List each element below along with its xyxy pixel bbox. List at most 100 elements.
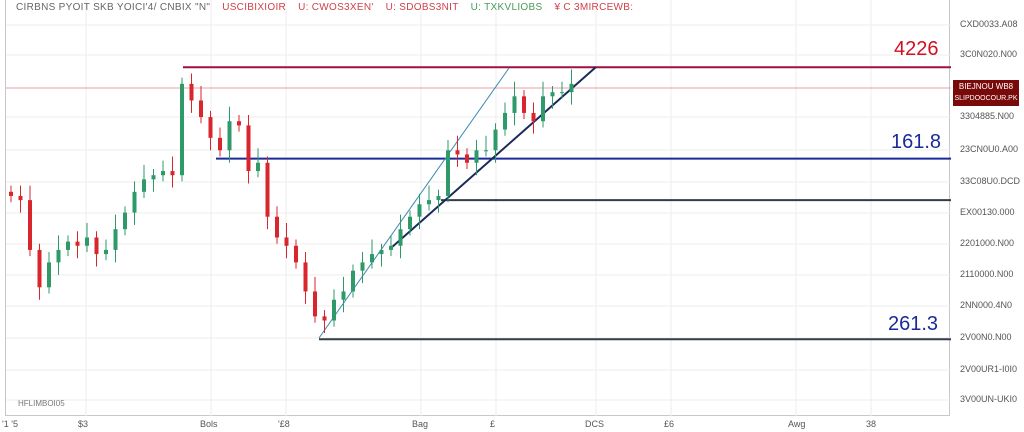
candle-body (569, 83, 574, 93)
price-axis-label: 33C08U0.DCD (960, 176, 1021, 186)
candle-body (493, 129, 498, 151)
candle-body (256, 162, 260, 172)
trend-anchor (183, 67, 319, 338)
title-segment: U: CWOS3XEN' (298, 2, 374, 13)
price-axis-label: 3C0N020.N00 (960, 49, 1018, 59)
price-axis-label: 2110000.N00 (960, 269, 1014, 279)
candle-body (313, 291, 317, 317)
price-axis-label: 3V00UN-UKI0 (960, 394, 1018, 404)
candle-body (170, 171, 175, 176)
level-label-161-8: 161.8 (891, 131, 942, 153)
trend-line (318, 67, 510, 339)
candle-body (427, 200, 431, 205)
candle-body (142, 179, 146, 192)
price-tag-line2: SLIPDOOCOUR.PK (954, 95, 1018, 102)
time-axis-label: Bag (412, 419, 429, 429)
candle-body (275, 216, 279, 238)
candle-body (180, 83, 184, 176)
chart-plot-area[interactable]: CIRBNS PYOIT SKB YOICI'4/ CNBIX "N" USCIB… (5, 0, 951, 416)
candle-body (531, 112, 536, 122)
candle-body (417, 204, 422, 217)
candle-body (455, 150, 460, 155)
candle-body (265, 162, 270, 217)
candle-body (218, 137, 222, 151)
candle-body (284, 237, 289, 246)
candle-body (208, 117, 213, 138)
candle-body (151, 175, 156, 180)
time-axis-label: Bols (200, 419, 218, 429)
candle-body (341, 291, 346, 300)
candle-body (408, 216, 412, 230)
candle-body (56, 249, 61, 263)
time-axis-label: '£8 (278, 419, 290, 429)
candle-body (560, 92, 564, 94)
candle-body (104, 249, 108, 255)
candle-body (474, 150, 479, 163)
candle-body (389, 245, 393, 250)
price-axis-label: 3304885.N00 (960, 111, 1015, 121)
candle-body (360, 262, 365, 271)
title-segment: U: SDOBS3NIT (385, 2, 459, 13)
price-axis-label: 2201000.N00 (960, 238, 1015, 248)
candle-body (199, 100, 203, 118)
candle-body (123, 212, 127, 230)
candle-body (522, 96, 526, 113)
candle-body (446, 150, 450, 196)
candle-body (550, 92, 555, 97)
level-label-261-3: 261.3 (888, 313, 939, 335)
time-axis-label: DCS (585, 419, 605, 429)
candle-body (113, 229, 118, 250)
candle-body (484, 150, 488, 152)
price-tag-line1: BIEJNOU WB8 (958, 82, 1014, 91)
price-axis-label: 2V00N0.N00 (960, 332, 1012, 342)
chart-title: CIRBNS PYOIT SKB YOICI'4/ CNBIX "N" USCIB… (16, 2, 645, 13)
time-axis-label: £ (490, 419, 496, 429)
candle-body (189, 83, 194, 101)
candle-body (512, 96, 517, 113)
time-axis-label: Awg (788, 419, 806, 429)
candle-body (246, 125, 251, 172)
candle-body (379, 249, 384, 255)
candle-body (436, 195, 441, 201)
candle-body (351, 270, 355, 292)
candle-body (227, 121, 232, 151)
title-segment: U: TXKVLIOBS (470, 2, 543, 13)
price-axis-label: EX00130.000 (960, 207, 1015, 217)
candle-body (75, 241, 80, 246)
candle-body (465, 154, 469, 163)
watermark: HFLIMBOI05 (18, 399, 65, 408)
price-axis-label: 2V00UR1-I0I0 (960, 364, 1018, 374)
price-axis-label: 2NN000.4N0 (960, 300, 1013, 310)
candle-body (370, 254, 374, 263)
candle-body (18, 195, 23, 201)
candle-body (66, 241, 70, 250)
candle-body (503, 112, 507, 130)
candle-body (94, 237, 99, 255)
candle-body (47, 262, 51, 288)
candle-body (398, 229, 403, 246)
candle-body (322, 316, 327, 321)
price-axis-label: CXD0033.A08 (960, 19, 1018, 29)
candle-body (237, 121, 241, 126)
level-label-4226: 4226 (894, 38, 939, 60)
candle-body (332, 299, 336, 321)
price-axis-label: 23CN0U0.A00 (960, 144, 1019, 154)
time-axis-label: '1 '5 (2, 419, 18, 429)
title-segment: USCIBIXIOIR (222, 2, 287, 13)
candle-body (9, 191, 13, 196)
candle-body (161, 171, 165, 176)
candle-body (28, 200, 32, 250)
title-segment: ¥ C 3MIRCEWB: (554, 2, 634, 13)
candle-body (85, 237, 89, 246)
time-axis-label: 38 (866, 419, 877, 429)
candle-body (132, 191, 137, 213)
title-segment: CIRBNS PYOIT SKB YOICI'4/ CNBIX "N" (16, 2, 211, 13)
candle-body (294, 245, 298, 263)
candle-body (37, 249, 42, 288)
time-axis-label: £6 (664, 419, 675, 429)
trend-line (390, 66, 597, 249)
current-price-tag: BIEJNOU WB8 SLIPDOOCOUR.PK (953, 80, 1019, 106)
candle-body (303, 262, 308, 292)
candle-body (541, 96, 545, 122)
time-axis-label: $3 (78, 419, 89, 429)
